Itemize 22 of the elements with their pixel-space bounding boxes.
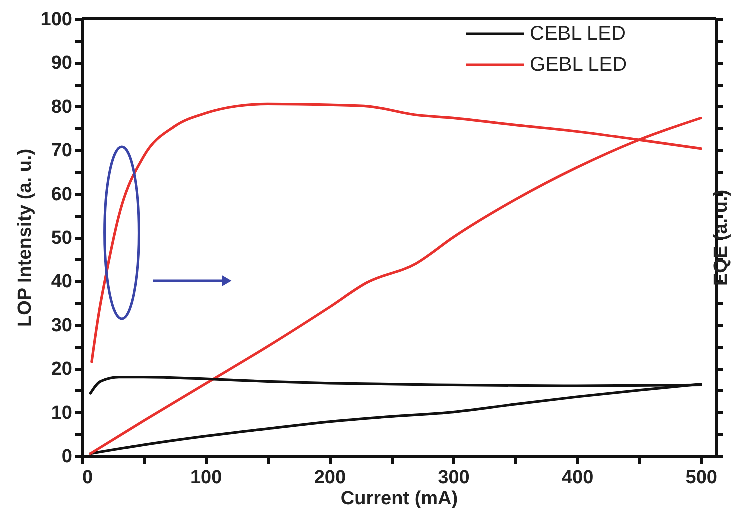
y-tick-label: 40	[51, 272, 72, 293]
y-tick-label: 30	[51, 315, 72, 336]
y-tick-label: 0	[62, 446, 72, 468]
y-tick-label: 100	[40, 10, 72, 30]
y-tick-label: 70	[51, 140, 72, 162]
y-tick-label: 90	[51, 53, 72, 74]
legend-label: CEBL LED	[530, 23, 626, 45]
legend-label: GEBL LED	[530, 54, 628, 76]
x-tick-label: 400	[562, 468, 594, 488]
y-tick-label: 80	[51, 96, 72, 118]
y-tick-label: 20	[51, 359, 72, 380]
x-tick-label: 200	[314, 468, 346, 488]
x-tick-label: 300	[438, 468, 470, 488]
x-tick-label: 500	[686, 468, 718, 488]
y-tick-label: 50	[51, 228, 72, 249]
x-axis-title: Current (mA)	[340, 488, 458, 510]
y-axis-title: LOP Intensity (a. u.)	[14, 148, 36, 328]
y-tick-label: 60	[51, 184, 72, 206]
y2-axis-title: EQE (a. u.)	[711, 190, 732, 286]
x-tick-label: 100	[190, 468, 222, 488]
y-tick-label: 10	[51, 402, 72, 424]
x-tick-label: 0	[82, 468, 94, 488]
